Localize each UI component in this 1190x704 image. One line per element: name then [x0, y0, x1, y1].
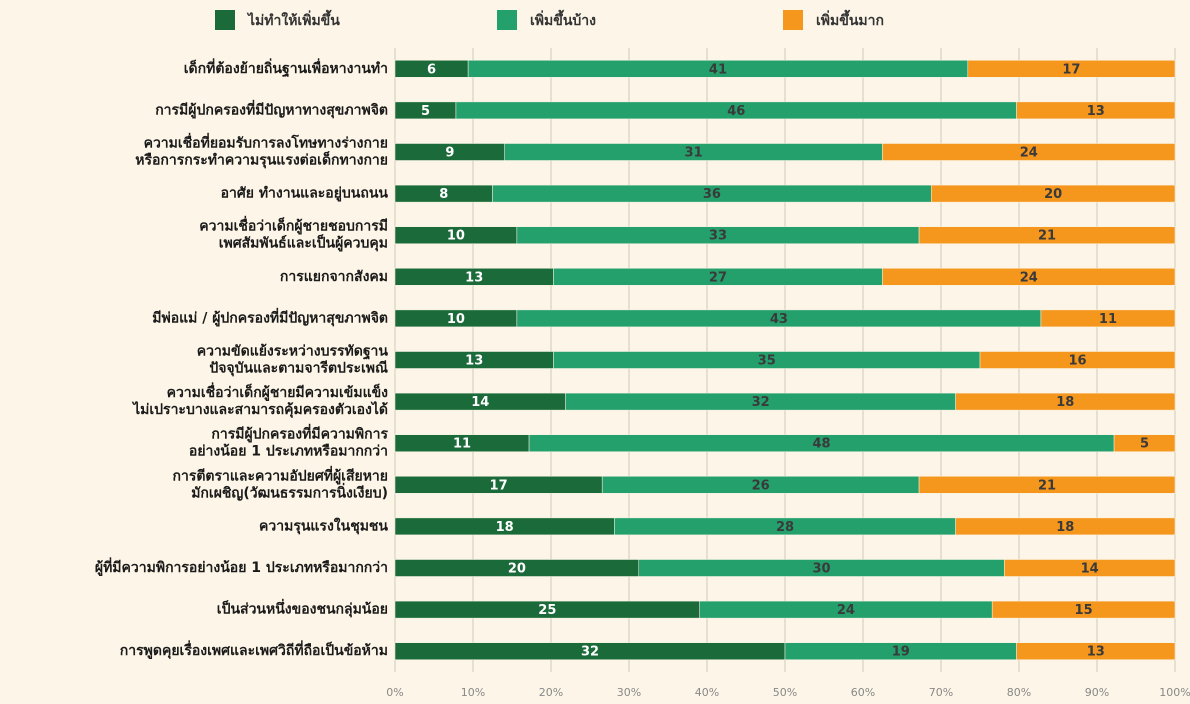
data-label: 13: [465, 270, 483, 285]
data-label: 18: [1056, 395, 1074, 410]
x-tick-label: 0%: [386, 686, 403, 699]
data-label: 33: [709, 229, 727, 244]
category-label: เป็นส่วนหนึ่งของชนกลุ่มน้อย: [217, 599, 388, 618]
data-label: 11: [453, 437, 471, 452]
data-label: 19: [892, 645, 910, 660]
data-label: 30: [813, 562, 831, 577]
bar-segment: [1113, 434, 1176, 452]
data-label: 46: [727, 104, 745, 119]
bar-segment: [1016, 642, 1176, 660]
data-label: 21: [1038, 229, 1056, 244]
category-label: การพูดคุยเรื่องเพศและเพศวิถีที่ถือเป็นข้…: [120, 640, 388, 659]
category-label: ความเชื่อว่าเด็กผู้ชายชอบการมีเพศสัมพันธ…: [199, 216, 388, 252]
data-label: 36: [703, 187, 721, 202]
category-label: มีพ่อแม่ / ผู้ปกครองที่มีปัญหาสุขภาพจิต: [152, 307, 388, 326]
category-label: ความขัดแย้งระหว่างบรรทัดฐานปัจจุบันและตา…: [197, 344, 389, 377]
bar-segment: [918, 226, 1176, 244]
legend-swatch: [215, 10, 235, 30]
data-label: 28: [776, 520, 794, 535]
x-tick-label: 100%: [1159, 686, 1190, 699]
data-label: 20: [1044, 187, 1062, 202]
data-label: 14: [471, 395, 489, 410]
data-label: 13: [1087, 645, 1105, 660]
data-label: 32: [752, 395, 770, 410]
bar-segment: [955, 517, 1176, 536]
data-label: 16: [1068, 354, 1086, 369]
data-label: 32: [581, 645, 599, 660]
data-label: 9: [445, 146, 454, 161]
x-tick-label: 60%: [851, 686, 875, 699]
category-label: อาศัย ทำงานและอยู่บนถนน: [221, 186, 389, 202]
category-label: เด็กที่ต้องย้ายถิ่นฐานเพื่อหางานทำ: [184, 58, 388, 78]
data-label: 35: [758, 354, 776, 369]
bar-segment: [918, 476, 1176, 494]
category-label: ผู้ที่มีความพิการอย่างน้อย 1 ประเภทหรือม…: [95, 557, 388, 576]
bar-segment: [991, 600, 1176, 619]
data-label: 13: [465, 354, 483, 369]
category-label: การมีผู้ปกครองที่มีปัญหาทางสุขภาพจิต: [155, 99, 388, 118]
bar-segment: [979, 351, 1176, 369]
data-label: 18: [1056, 520, 1074, 535]
x-tick-label: 90%: [1085, 686, 1109, 699]
bar-segment: [882, 143, 1176, 161]
data-label: 15: [1075, 603, 1093, 618]
bar-segment: [955, 392, 1176, 411]
data-label: 26: [752, 478, 770, 493]
bar-segment: [967, 60, 1176, 78]
data-label: 24: [1020, 146, 1038, 161]
data-label: 25: [538, 603, 556, 618]
data-label: 41: [709, 62, 727, 77]
data-label: 18: [496, 520, 514, 535]
category-label: ความเชื่อว่าเด็กผู้ชายมีความเข้มแข็งไม่เ…: [131, 382, 388, 418]
data-label: 17: [490, 478, 508, 493]
data-label: 27: [709, 270, 727, 285]
bar-segment: [1040, 309, 1176, 328]
data-label: 17: [1062, 62, 1080, 77]
legend-label: เพิ่มขึ้นบ้าง: [530, 9, 596, 29]
legend-swatch: [783, 10, 803, 30]
data-label: 43: [770, 312, 788, 327]
category-label: ความรุนแรงในชุมชน: [259, 516, 388, 534]
data-label: 11: [1099, 312, 1117, 327]
legend-label: เพิ่มขึ้นมาก: [816, 9, 884, 29]
legend-swatch: [497, 10, 517, 30]
data-label: 24: [1020, 270, 1038, 285]
data-label: 5: [421, 104, 430, 119]
category-label: ความเชื่อที่ยอมรับการลงโทษทางร่างกายหรือ…: [135, 133, 388, 169]
bar-segment: [882, 268, 1176, 286]
x-tick-label: 70%: [929, 686, 953, 699]
data-label: 21: [1038, 478, 1056, 493]
data-label: 24: [837, 603, 855, 618]
data-label: 10: [447, 229, 465, 244]
data-label: 31: [685, 146, 703, 161]
data-label: 5: [1140, 437, 1149, 452]
data-label: 14: [1081, 562, 1099, 577]
x-tick-label: 40%: [695, 686, 719, 699]
category-label: การแยกจากสังคม: [280, 269, 388, 285]
data-label: 10: [447, 312, 465, 327]
data-label: 48: [813, 437, 831, 452]
data-label: 8: [439, 187, 448, 202]
bar-segment: [1016, 101, 1176, 120]
x-tick-label: 20%: [539, 686, 563, 699]
x-tick-label: 10%: [461, 686, 485, 699]
legend-label: ไม่ทำให้เพิ่มขึ้น: [246, 9, 340, 29]
category-label: การมีผู้ปกครองที่มีความพิการอย่างน้อย 1 …: [189, 424, 389, 460]
category-label: การตีตราและความอัปยศที่ผู้เสียหายมักเผชิ…: [172, 465, 388, 501]
data-label: 20: [508, 562, 526, 577]
data-label: 13: [1087, 104, 1105, 119]
bar-segment: [931, 184, 1176, 203]
data-label: 6: [427, 62, 436, 77]
bar-segment: [1004, 559, 1176, 577]
x-tick-label: 50%: [773, 686, 797, 699]
x-tick-label: 30%: [617, 686, 641, 699]
x-tick-label: 80%: [1007, 686, 1031, 699]
